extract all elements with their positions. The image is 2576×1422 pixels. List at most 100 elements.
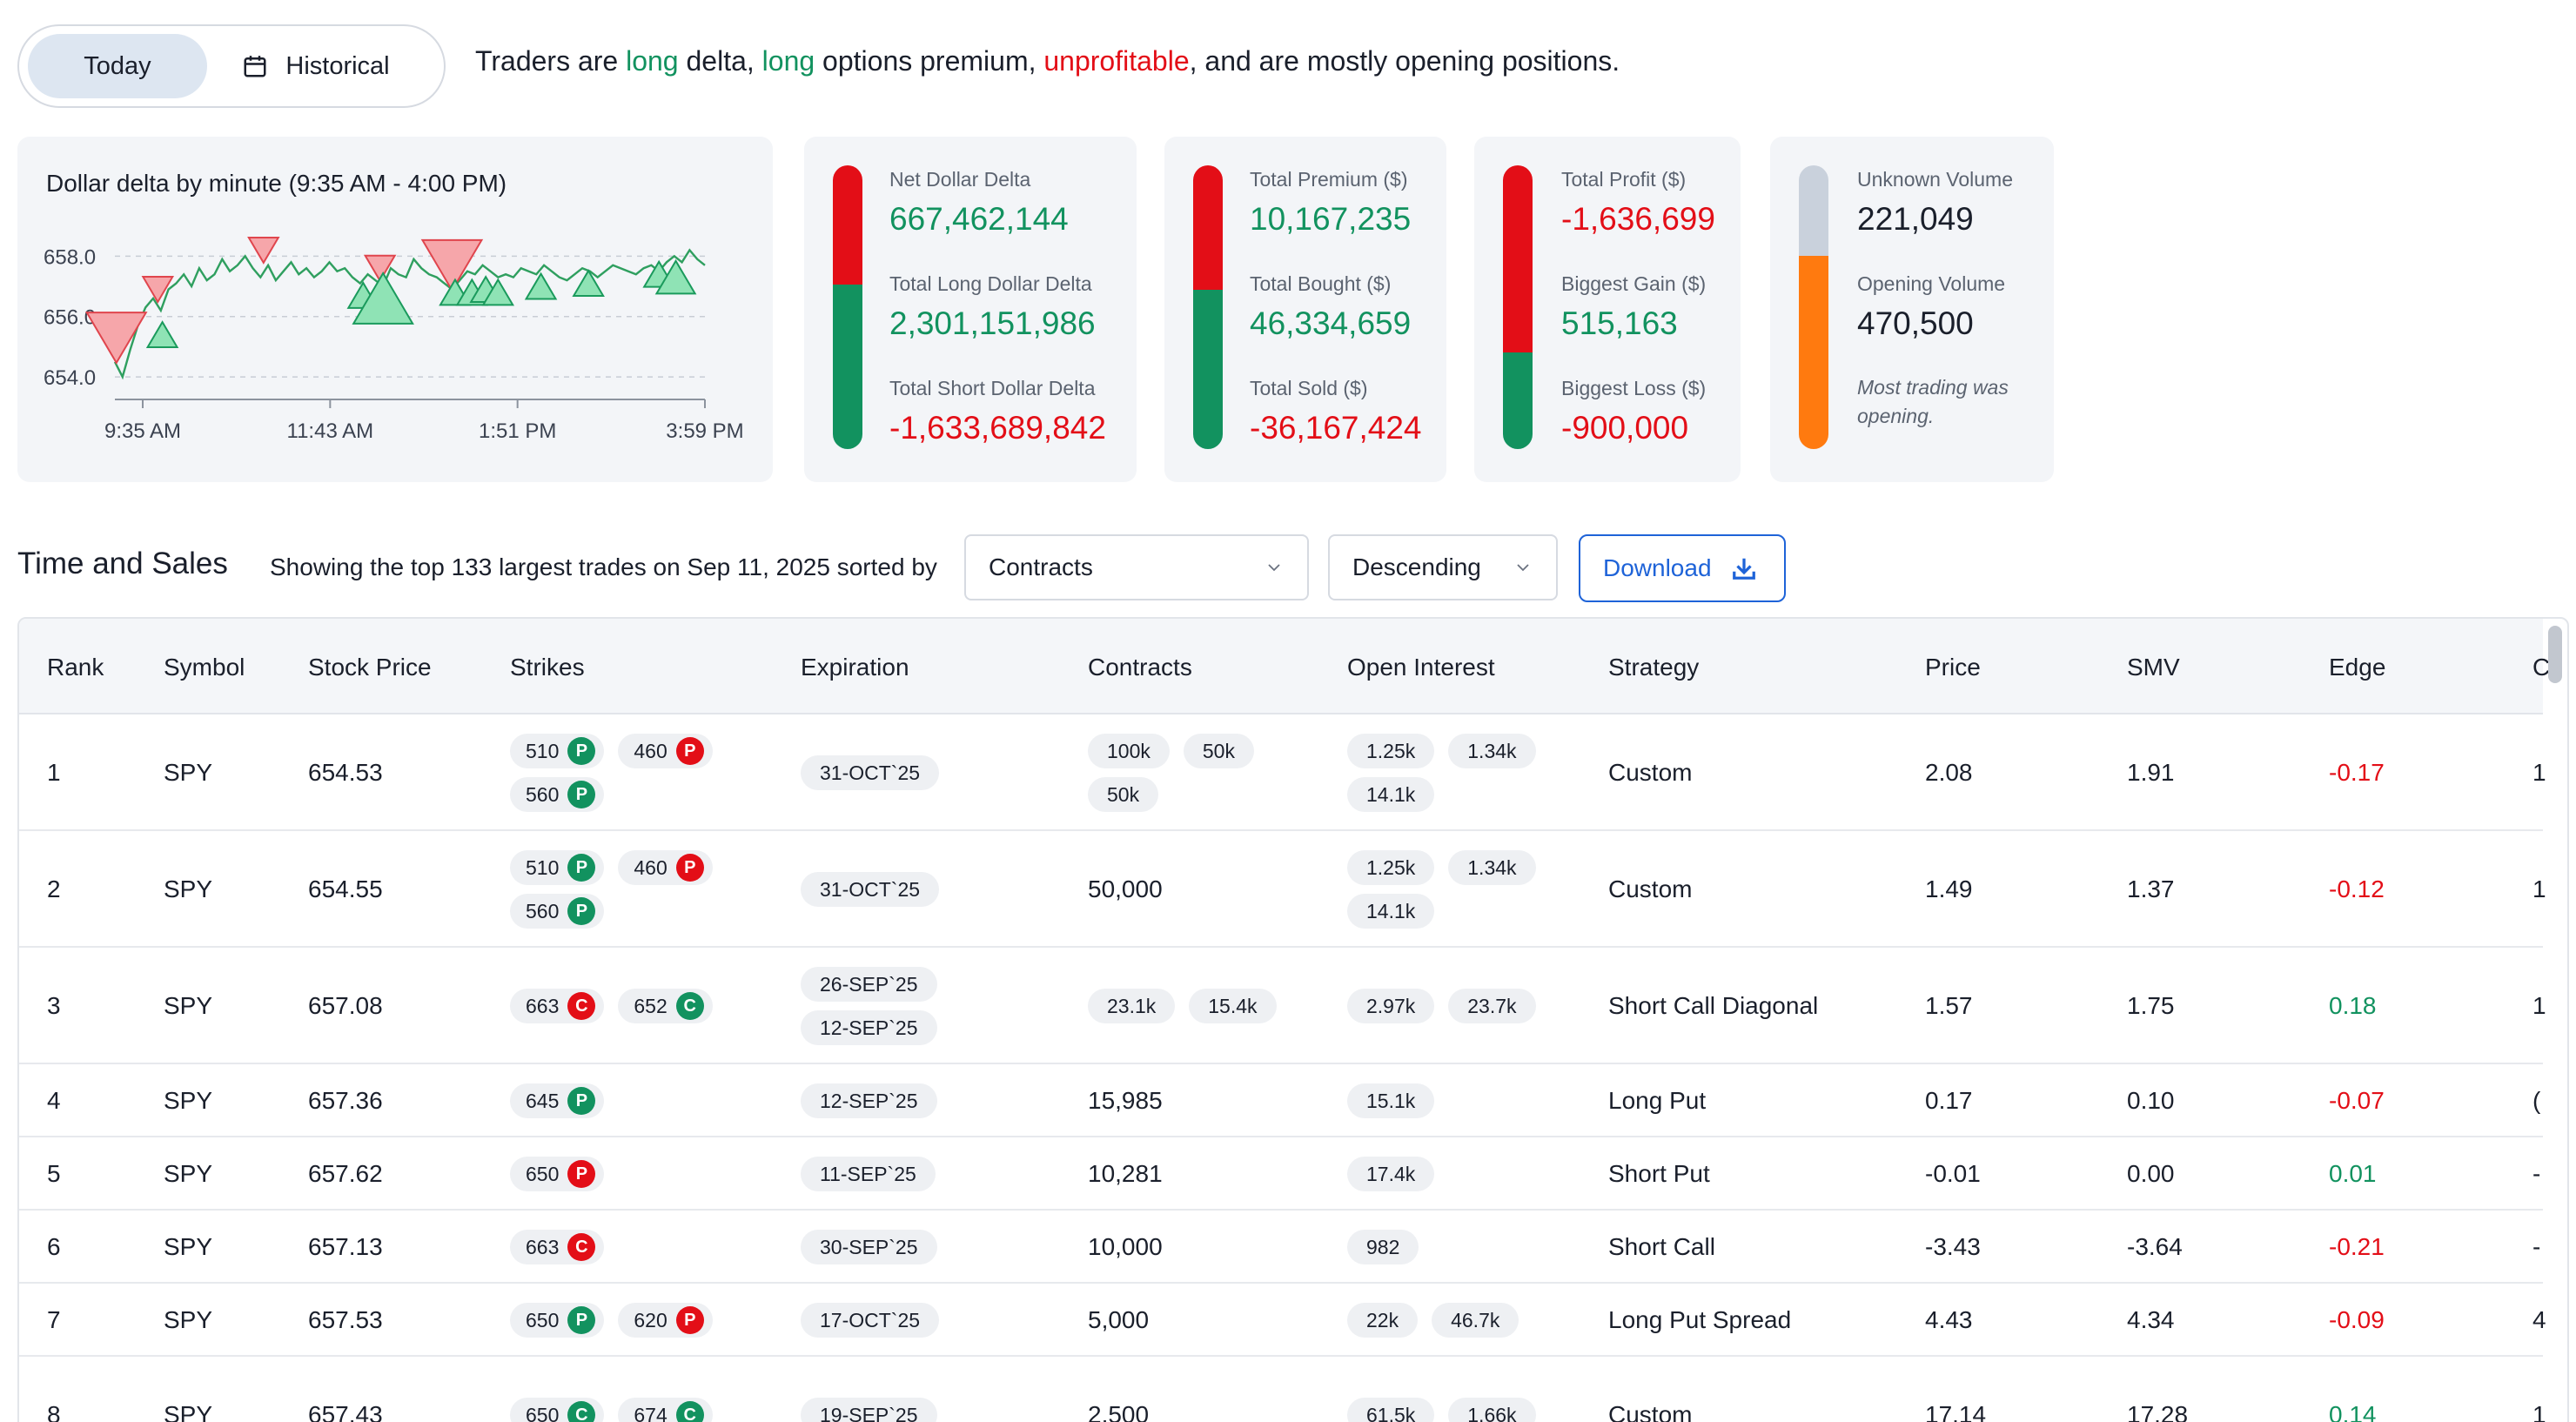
- dollar-delta-card: Net Dollar Delta 667,462,144 Total Long …: [804, 137, 1137, 482]
- chip-group: 1.25k 1.34k 14.1k: [1347, 850, 1573, 929]
- open-interest-chip: 46.7k: [1432, 1303, 1519, 1338]
- call-badge: C: [567, 1233, 596, 1261]
- table-row[interactable]: 3 SPY 657.08 663 C 652 C 26-SEP`25 12-SEP`25 23.1…: [19, 948, 2546, 1064]
- contracts-cell: 15,985: [1088, 1087, 1163, 1114]
- column-header-price[interactable]: Price: [1925, 654, 1981, 681]
- chip-group: 23.1k 15.4k: [1088, 989, 1314, 1023]
- smv-cell: 4.34: [2127, 1306, 2175, 1333]
- strike-chip: 650 P: [510, 1303, 605, 1338]
- column-header-next[interactable]: C: [2532, 654, 2551, 681]
- price-cell: 0.17: [1925, 1087, 1973, 1114]
- expiration-chip: 31-OCT`25: [801, 872, 940, 907]
- column-header-strikes[interactable]: Strikes: [510, 654, 585, 681]
- table-row[interactable]: 4 SPY 657.36 645 P 12-SEP`25 15,985 15.1k Long P…: [19, 1064, 2543, 1137]
- table-row[interactable]: 1 SPY 654.53 510 P 460 P 560 P 31-OCT`25 100k 50k 50…: [19, 714, 2546, 831]
- call-badge: C: [567, 992, 596, 1020]
- historical-tab[interactable]: Historical: [207, 34, 425, 98]
- column-header-edge[interactable]: Edge: [2329, 654, 2386, 681]
- symbol-cell: SPY: [164, 992, 213, 1019]
- today-tab[interactable]: Today: [28, 34, 207, 98]
- summary-sentence: Traders are long delta, long options pre…: [475, 45, 1620, 77]
- column-header-open-interest[interactable]: Open Interest: [1347, 654, 1495, 681]
- table-header: Rank Symbol Stock Price Strikes Expiration Co…: [19, 619, 2550, 714]
- rank-cell: 6: [47, 1233, 61, 1260]
- chart-buy-marker: [524, 272, 558, 300]
- put-badge: P: [567, 854, 596, 882]
- total-short-dollar-delta-label: Total Short Dollar Delta: [889, 377, 1096, 399]
- expiration-chip: 26-SEP`25: [801, 967, 937, 1002]
- table-row[interactable]: 5 SPY 657.62 650 P 11-SEP`25 10,281 17.4k Short …: [19, 1137, 2543, 1211]
- strike-value: 560: [526, 782, 560, 806]
- chip-group: 61.5k 1.66k: [1347, 1398, 1573, 1422]
- column-header-contracts[interactable]: Contracts: [1088, 654, 1192, 681]
- download-label: Download: [1603, 554, 1712, 581]
- total-premium-label: Total Premium ($): [1250, 168, 1408, 191]
- table-row[interactable]: 8 SPY 657.43 650 C 674 C 19-SEP`25 2,500 61.5k 1.6…: [19, 1357, 2546, 1422]
- open-interest-chip: 17.4k: [1347, 1157, 1435, 1191]
- chart-x-tick-label: 9:35 AM: [104, 419, 181, 443]
- period-toggle: Today Historical: [17, 24, 446, 108]
- stock-price-cell: 654.55: [308, 875, 383, 902]
- column-header-strategy[interactable]: Strategy: [1608, 654, 1700, 681]
- delta-direction: long: [626, 45, 679, 77]
- total-long-dollar-delta-label: Total Long Dollar Delta: [889, 272, 1092, 295]
- expiration-chip: 19-SEP`25: [801, 1398, 937, 1422]
- table-scrollbar[interactable]: [2548, 626, 2562, 683]
- download-icon: [1732, 558, 1755, 580]
- sort-order-select[interactable]: Descending: [1328, 534, 1558, 600]
- column-header-rank[interactable]: Rank: [47, 654, 104, 681]
- open-interest-chip: 982: [1347, 1230, 1419, 1264]
- strike-chip: 674 C: [618, 1398, 713, 1422]
- put-badge: P: [567, 781, 596, 808]
- rank-cell: 4: [47, 1087, 61, 1114]
- call-badge: C: [675, 1401, 704, 1422]
- bar-top-segment: [1799, 165, 1828, 257]
- chip-group: 12-SEP`25: [801, 1083, 966, 1118]
- strategy-cell: Custom: [1608, 759, 1693, 786]
- biggest-gain-value: 515,163: [1561, 305, 1678, 341]
- contracts-cell: 2,500: [1088, 1401, 1150, 1422]
- smv-cell: 0.00: [2127, 1160, 2175, 1187]
- symbol-cell: SPY: [164, 759, 213, 786]
- time-and-sales-table[interactable]: Rank Symbol Stock Price Strikes Expiration Co…: [17, 617, 2569, 1422]
- column-header-expiration[interactable]: Expiration: [801, 654, 909, 681]
- table-row[interactable]: 2 SPY 654.55 510 P 460 P 560 P 31-OCT`25 50,000 1.2…: [19, 831, 2546, 948]
- total-bought-label: Total Bought ($): [1250, 272, 1392, 295]
- smv-cell: 1.37: [2127, 875, 2175, 902]
- download-button[interactable]: Download: [1579, 534, 1786, 602]
- chip-group: 30-SEP`25: [801, 1230, 966, 1264]
- stock-price-cell: 657.08: [308, 992, 383, 1019]
- chip-group: 17-OCT`25: [801, 1303, 966, 1338]
- column-header-symbol[interactable]: Symbol: [164, 654, 245, 681]
- biggest-gain-label: Biggest Gain ($): [1561, 272, 1707, 295]
- strike-chip: 663 C: [510, 989, 605, 1023]
- table-row[interactable]: 6 SPY 657.13 663 C 30-SEP`25 10,000 982 Short Ca…: [19, 1211, 2543, 1284]
- expiration-chip: 17-OCT`25: [801, 1303, 940, 1338]
- column-header-stock-price[interactable]: Stock Price: [308, 654, 432, 681]
- chip-group: 650 P 620 P: [510, 1303, 736, 1338]
- volume-bar: [1799, 165, 1828, 449]
- opening-volume-value: 470,500: [1857, 305, 1974, 341]
- smv-cell: -3.64: [2127, 1233, 2183, 1260]
- strike-chip: 650 P: [510, 1157, 605, 1191]
- symbol-cell: SPY: [164, 1087, 213, 1114]
- next-column-cell: -: [2532, 1160, 2541, 1187]
- contracts-cell: 10,281: [1088, 1160, 1163, 1187]
- expiration-chip: 12-SEP`25: [801, 1010, 937, 1045]
- total-short-dollar-delta-value: -1,633,689,842: [889, 410, 1106, 446]
- contracts-chip: 23.1k: [1088, 989, 1176, 1023]
- chip-group: 650 P: [510, 1157, 736, 1191]
- contracts-cell: 5,000: [1088, 1306, 1150, 1333]
- table-row[interactable]: 7 SPY 657.53 650 P 620 P 17-OCT`25 5,000 22k 46.7k…: [19, 1284, 2546, 1357]
- put-badge: P: [675, 854, 704, 882]
- strike-value: 663: [526, 1235, 560, 1258]
- strategy-cell: Long Put: [1608, 1087, 1707, 1114]
- call-badge: C: [675, 992, 704, 1020]
- put-badge: P: [567, 1087, 596, 1115]
- smv-cell: 1.75: [2127, 992, 2175, 1019]
- strike-chip: 652 C: [618, 989, 713, 1023]
- profit-card: Total Profit ($) -1,636,699 Biggest Gain…: [1474, 137, 1741, 482]
- strike-value: 674: [634, 1403, 667, 1422]
- sort-field-select[interactable]: Contracts: [964, 534, 1309, 600]
- column-header-smv[interactable]: SMV: [2127, 654, 2180, 681]
